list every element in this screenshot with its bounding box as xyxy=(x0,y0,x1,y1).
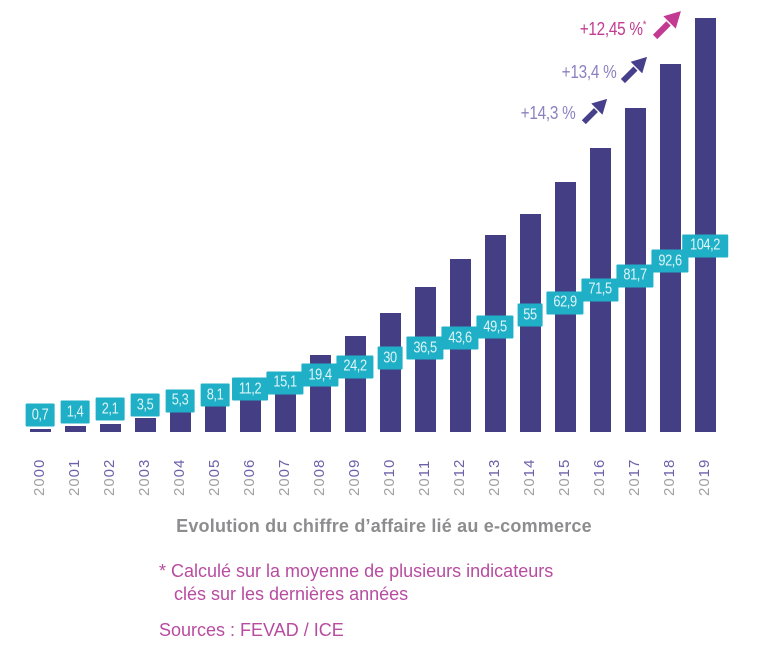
value-badge-2003: 3,5 xyxy=(130,393,160,417)
year-label-2015: 2015 xyxy=(556,458,573,496)
year-label-2014: 2014 xyxy=(521,458,538,496)
value-badge-2000: 0,7 xyxy=(25,403,55,427)
footnote-line-2: clés sur les dernières années xyxy=(174,584,409,604)
bar-2001 xyxy=(64,426,86,432)
bar-2010 xyxy=(379,313,401,432)
value-badge-2002: 2,1 xyxy=(95,397,125,421)
bar-2000 xyxy=(29,429,51,432)
year-label-2007: 2007 xyxy=(276,458,293,496)
value-badge-2014: 55 xyxy=(517,303,543,327)
bar-2004 xyxy=(169,411,191,432)
growth-annotation-2017: +13,4 % xyxy=(561,62,616,82)
growth-annotation-2016: +14,3 % xyxy=(520,103,575,123)
value-badge-2016: 71,5 xyxy=(581,278,619,302)
sources-credit: Sources : FEVAD / ICE xyxy=(159,620,344,640)
year-label-2004: 2004 xyxy=(171,458,188,496)
bar-2019 xyxy=(694,18,716,432)
year-label-2010: 2010 xyxy=(381,458,398,496)
year-label-2003: 2003 xyxy=(136,458,153,496)
value-badge-2015: 62,9 xyxy=(546,291,584,315)
value-badge-2017: 81,7 xyxy=(616,264,654,288)
bar-2018 xyxy=(659,64,681,432)
value-badge-2011: 36,5 xyxy=(406,336,444,360)
value-badge-2012: 43,6 xyxy=(441,326,479,350)
bar-2003 xyxy=(134,418,156,432)
growth-arrow-icon xyxy=(581,97,609,130)
year-label-2000: 2000 xyxy=(31,458,48,496)
value-badge-2010: 30 xyxy=(377,346,403,370)
year-label-2016: 2016 xyxy=(591,458,608,496)
value-badge-2013: 49,5 xyxy=(476,315,514,339)
footnote: * Calculé sur la moyenne de plusieurs in… xyxy=(159,560,553,606)
value-badge-2004: 5,3 xyxy=(165,389,195,413)
year-label-2009: 2009 xyxy=(346,458,363,496)
year-label-2018: 2018 xyxy=(661,458,678,496)
value-badge-2008: 19,4 xyxy=(301,363,339,387)
value-badge-2018: 92,6 xyxy=(651,249,689,273)
year-label-2001: 2001 xyxy=(66,458,83,496)
value-badge-2007: 15,1 xyxy=(266,371,304,395)
footnote-line-1: * Calculé sur la moyenne de plusieurs in… xyxy=(159,561,554,581)
value-badge-2009: 24,2 xyxy=(336,355,374,379)
year-label-2006: 2006 xyxy=(241,458,258,496)
bar-2009 xyxy=(344,336,366,432)
value-badge-2001: 1,4 xyxy=(60,400,90,424)
growth-arrow-icon xyxy=(652,9,683,45)
value-badge-2006: 11,2 xyxy=(232,377,268,401)
bar-2002 xyxy=(99,424,121,432)
growth-arrow-icon xyxy=(620,55,649,89)
value-badge-2019: 104,2 xyxy=(682,234,728,258)
value-badge-2005: 8,1 xyxy=(200,383,230,407)
year-label-2017: 2017 xyxy=(626,458,643,496)
year-label-2012: 2012 xyxy=(451,458,468,496)
year-label-2019: 2019 xyxy=(696,458,713,496)
year-label-2013: 2013 xyxy=(486,458,503,496)
bar-2005 xyxy=(204,400,226,432)
growth-annotation-2019: +12,45 %* xyxy=(579,19,647,39)
year-label-2005: 2005 xyxy=(206,458,223,496)
year-label-2008: 2008 xyxy=(311,458,328,496)
year-label-2011: 2011 xyxy=(416,459,433,496)
year-label-2002: 2002 xyxy=(101,458,118,496)
chart-title: Evolution du chiffre d’affaire lié au e-… xyxy=(176,516,592,536)
